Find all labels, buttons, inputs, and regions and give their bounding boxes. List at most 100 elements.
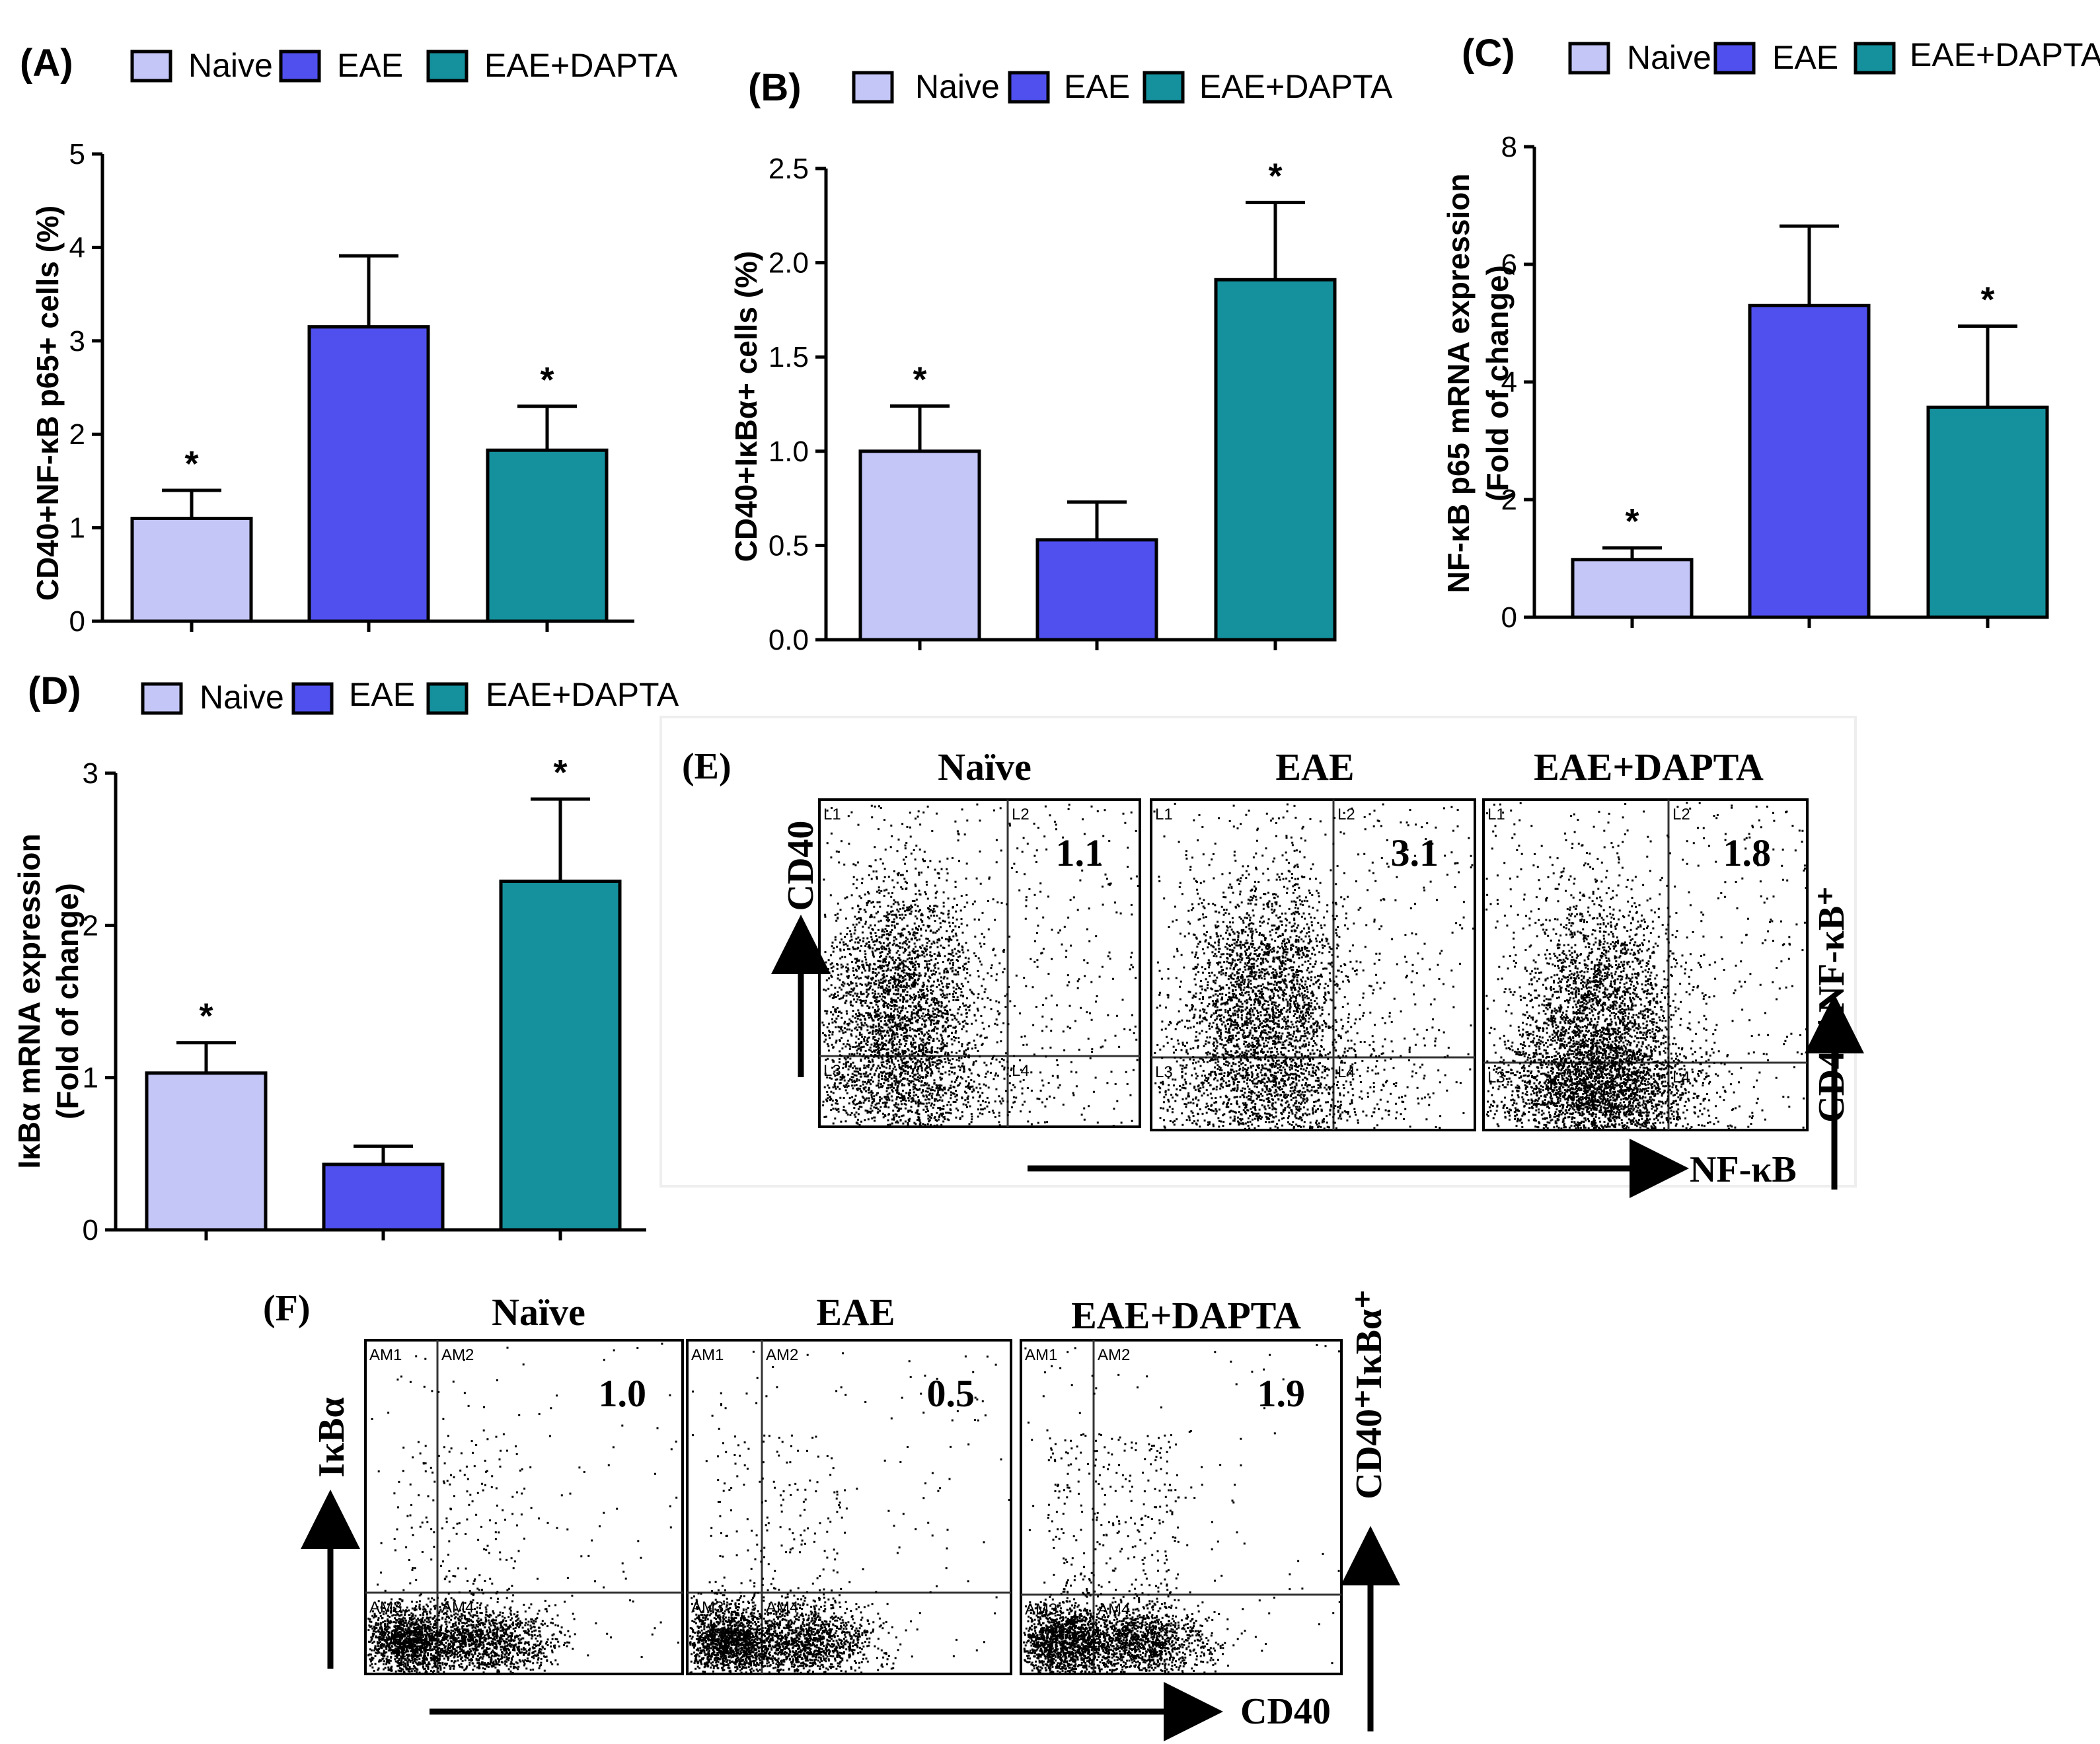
bar-naive: [858, 449, 981, 642]
y-tick-label: 2: [1501, 484, 1517, 516]
bar-naive: [130, 516, 253, 623]
y-tick-label: 8: [1501, 131, 1517, 163]
legend: Naive EAE EAE+DAPTA: [1568, 36, 2100, 76]
legend-label-eae-dapta: EAE+DAPTA: [486, 676, 679, 713]
event-dots: [1153, 802, 1475, 1130]
y-axis-label: CD40+NF-κB p65+ cells (%): [30, 206, 65, 601]
quadrant-label: AM1: [1025, 1346, 1057, 1364]
panel-label: (D): [28, 669, 81, 712]
panel-label: (A): [20, 42, 73, 85]
legend-label-eae-dapta: EAE+DAPTA: [1910, 36, 2100, 73]
quadrant-percentage: 1.1: [1056, 831, 1104, 874]
y-tick-label: 1.5: [769, 341, 809, 373]
y-tick-label: 2.5: [769, 153, 809, 185]
y-tick-label: 4: [69, 231, 85, 264]
legend-swatch-eae: [279, 50, 321, 83]
flow-plot-naive: L1 L2 L3 L4 1.1: [818, 798, 1141, 1128]
bar-naive: [1571, 558, 1694, 619]
quadrant-label: L4: [1337, 1063, 1355, 1081]
panel-label: (E): [682, 746, 731, 787]
chart-body: 0 2 4 6 8 * *: [1501, 131, 2049, 634]
significance-marker: *: [184, 444, 198, 484]
panel-label: (B): [748, 66, 802, 109]
quadrant-label: L2: [1337, 806, 1355, 823]
y-tick-label: 5: [69, 138, 85, 171]
bar-eae-dapta: [499, 880, 622, 1232]
legend-label-eae: EAE: [349, 676, 415, 713]
legend-swatch-eae-dapta: [426, 682, 469, 715]
quadrant-label: L4: [1672, 1069, 1690, 1086]
y-tick-label: 0: [83, 1214, 98, 1246]
x-axis-label: NF-κB: [1690, 1149, 1797, 1190]
legend-label-naive: Naive: [915, 68, 1000, 105]
legend-label-eae-dapta: EAE+DAPTA: [1199, 68, 1393, 105]
quadrant-percentage: 1.0: [599, 1372, 647, 1415]
quadrant-label: L1: [1487, 806, 1505, 823]
panel-a-bar-chart: (A) Naive EAE EAE+DAPTA 0 1 2 3 4 5 * * CD40+NF…: [20, 42, 678, 638]
quadrant-label: AM3: [369, 1599, 402, 1616]
quadrant-label: L4: [1012, 1062, 1030, 1080]
panel-b-bar-chart: (B) Naive EAE EAE+DAPTA 0.0 0.5 1.0 1.5 2.0 2…: [729, 66, 1393, 656]
quadrant-label: L3: [1155, 1063, 1173, 1081]
legend-label-eae: EAE: [1064, 68, 1130, 105]
y-axis-label: IκBα mRNA expression: [12, 833, 46, 1168]
y-tick-label: 0.5: [769, 529, 809, 562]
significance-marker: *: [1980, 280, 1994, 319]
y-axis-label: CD40: [780, 821, 821, 911]
x-axis-label: CD40: [1240, 1691, 1331, 1732]
bar-naive: [145, 1071, 268, 1232]
quadrant-percentage: 3.1: [1391, 831, 1439, 874]
legend: Naive EAE EAE+DAPTA: [141, 676, 679, 716]
quadrant-label: L2: [1672, 806, 1690, 823]
significance-marker: *: [540, 360, 554, 400]
bar-eae: [1748, 303, 1871, 619]
legend-swatch-eae-dapta: [1143, 71, 1185, 104]
legend-label-naive: Naive: [1627, 39, 1711, 76]
flow-plot-naive: AM1 AM2 AM3 AM4 1.0: [364, 1339, 684, 1675]
plot-title-eae: EAE: [1275, 745, 1354, 788]
flow-plot-eae-dapta: L1 L2 L3 L4 1.8: [1482, 798, 1809, 1131]
plot-title-eae: EAE: [816, 1291, 895, 1334]
y-tick-label: 1: [83, 1062, 98, 1094]
bar-eae-dapta: [1926, 405, 2049, 619]
y-tick-label: 0: [69, 605, 85, 638]
legend-swatch-eae: [291, 682, 334, 715]
panel-label: (F): [263, 1288, 311, 1329]
y-tick-label: 2: [69, 418, 85, 451]
significance-marker: *: [1625, 502, 1639, 541]
quadrant-percentage: 1.9: [1257, 1372, 1306, 1415]
y-axis-label: NF-κB p65 mRNA expression: [1441, 174, 1476, 593]
y-tick-label: 3: [83, 757, 98, 790]
y-tick-label: 6: [1501, 248, 1517, 281]
quadrant-label: L2: [1012, 806, 1030, 823]
y-tick-label: 4: [1501, 366, 1517, 398]
plot-title-naive: Naïve: [938, 745, 1031, 788]
significance-marker: *: [553, 753, 567, 792]
quadrant-label: AM2: [441, 1346, 474, 1364]
quadrant-label: AM4: [766, 1599, 798, 1616]
quadrant-label: AM1: [369, 1346, 402, 1364]
y-tick-label: 1: [69, 512, 85, 545]
legend-swatch-eae-dapta: [1854, 42, 1896, 75]
quadrant-label: L3: [1487, 1069, 1505, 1086]
legend-swatch-eae: [1008, 71, 1050, 104]
bar-eae-dapta: [1214, 278, 1337, 642]
y-tick-label: 0.0: [769, 624, 809, 656]
y-tick-label: 2: [83, 909, 98, 942]
quadrant-percentage: 0.5: [927, 1372, 975, 1415]
panel-label: (C): [1462, 32, 1515, 75]
quadrant-label: L3: [823, 1062, 841, 1080]
y-tick-label: 2.0: [769, 247, 809, 280]
chart-body: 0 1 2 3 4 5 * *: [69, 138, 634, 638]
quadrant-label: AM3: [691, 1599, 724, 1616]
plot-title-eae-dapta: EAE+DAPTA: [1534, 745, 1764, 788]
flow-plot-eae: AM1 AM2 AM3 AM4 0.5: [686, 1339, 1012, 1675]
bar-eae: [322, 1162, 445, 1232]
y-tick-label: 0: [1501, 601, 1517, 634]
side-label: CD40⁺IκBα⁺: [1349, 1289, 1390, 1499]
event-dots: [689, 1350, 1010, 1674]
legend-swatch-naive: [1568, 42, 1610, 75]
